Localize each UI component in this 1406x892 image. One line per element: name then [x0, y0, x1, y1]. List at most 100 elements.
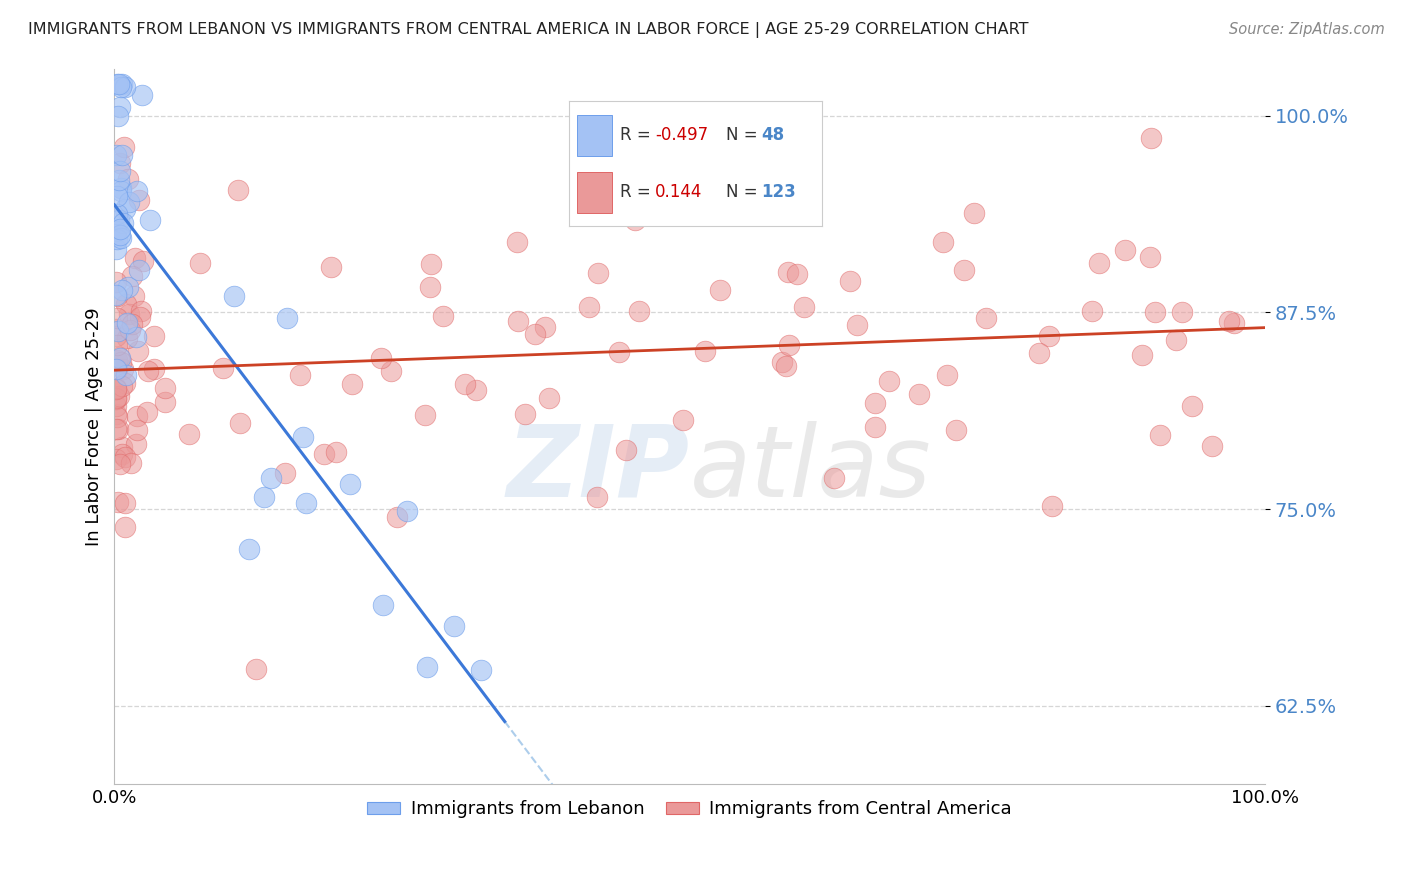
Point: [122, 289, 145, 303]
Point: [413, 409, 436, 423]
Point: [772, 355, 794, 369]
Point: [115, 297, 138, 311]
Point: [121, 317, 143, 331]
Point: [105, 207, 128, 221]
Point: [470, 663, 492, 677]
Point: [110, 181, 132, 195]
Point: [212, 360, 235, 375]
Point: [111, 446, 134, 460]
Point: [107, 422, 129, 436]
Point: [108, 350, 131, 364]
Point: [709, 283, 731, 297]
Point: [129, 310, 152, 324]
Point: [114, 450, 136, 464]
Point: [226, 183, 249, 197]
Point: [108, 213, 131, 227]
Point: [105, 338, 128, 352]
Point: [155, 394, 177, 409]
Point: [838, 274, 860, 288]
Point: [104, 224, 127, 238]
Point: [117, 280, 139, 294]
Point: [1164, 333, 1187, 347]
Point: [121, 269, 143, 284]
Point: [132, 253, 155, 268]
Point: [222, 289, 245, 303]
Point: [127, 423, 149, 437]
Point: [1130, 348, 1153, 362]
Point: [105, 77, 128, 91]
Point: [420, 257, 443, 271]
Point: [125, 184, 148, 198]
Point: [288, 368, 311, 382]
Point: [786, 267, 808, 281]
Point: [104, 391, 127, 405]
Point: [118, 194, 141, 209]
Point: [578, 300, 600, 314]
Point: [114, 495, 136, 509]
Point: [585, 490, 607, 504]
Y-axis label: In Labor Force | Age 25-29: In Labor Force | Age 25-29: [86, 307, 103, 546]
Point: [127, 344, 149, 359]
Point: [107, 77, 129, 91]
Point: [778, 338, 800, 352]
Point: [111, 283, 134, 297]
Point: [142, 361, 165, 376]
Point: [607, 344, 630, 359]
Text: ZIP: ZIP: [506, 421, 690, 518]
Point: [371, 598, 394, 612]
Point: [245, 662, 267, 676]
Point: [125, 437, 148, 451]
Point: [127, 409, 149, 423]
Point: [110, 79, 132, 94]
Point: [120, 457, 142, 471]
Point: [105, 383, 128, 397]
Point: [117, 331, 139, 345]
Point: [118, 307, 141, 321]
Point: [238, 541, 260, 556]
Point: [108, 351, 131, 365]
Point: [863, 396, 886, 410]
Point: [110, 184, 132, 198]
Point: [863, 420, 886, 434]
Point: [419, 280, 441, 294]
Point: [104, 392, 127, 407]
Point: [115, 368, 138, 383]
Point: [627, 304, 650, 318]
Point: [793, 301, 815, 315]
Point: [117, 171, 139, 186]
Point: [111, 216, 134, 230]
Text: IMMIGRANTS FROM LEBANON VS IMMIGRANTS FROM CENTRAL AMERICA IN LABOR FORCE | AGE : IMMIGRANTS FROM LEBANON VS IMMIGRANTS FR…: [28, 22, 1029, 38]
Point: [107, 311, 129, 326]
Point: [110, 77, 132, 91]
Point: [104, 452, 127, 467]
Point: [107, 109, 129, 123]
Point: [179, 427, 201, 442]
Point: [339, 476, 361, 491]
Point: [114, 202, 136, 216]
Point: [908, 387, 931, 401]
Legend: Immigrants from Lebanon, Immigrants from Central America: Immigrants from Lebanon, Immigrants from…: [360, 793, 1019, 825]
Point: [129, 304, 152, 318]
Point: [523, 327, 546, 342]
Point: [623, 213, 645, 227]
Point: [276, 311, 298, 326]
Point: [260, 471, 283, 485]
Point: [111, 440, 134, 454]
Point: [108, 156, 131, 170]
Point: [105, 399, 128, 413]
Point: [108, 457, 131, 471]
Point: [1201, 439, 1223, 453]
Point: [114, 80, 136, 95]
Point: [138, 212, 160, 227]
Point: [104, 422, 127, 436]
Point: [108, 163, 131, 178]
Point: [1181, 399, 1204, 413]
Point: [128, 262, 150, 277]
Point: [586, 266, 609, 280]
Point: [253, 490, 276, 504]
Point: [945, 423, 967, 437]
Point: [108, 100, 131, 114]
Point: [1038, 329, 1060, 343]
Point: [693, 344, 716, 359]
Point: [533, 319, 555, 334]
